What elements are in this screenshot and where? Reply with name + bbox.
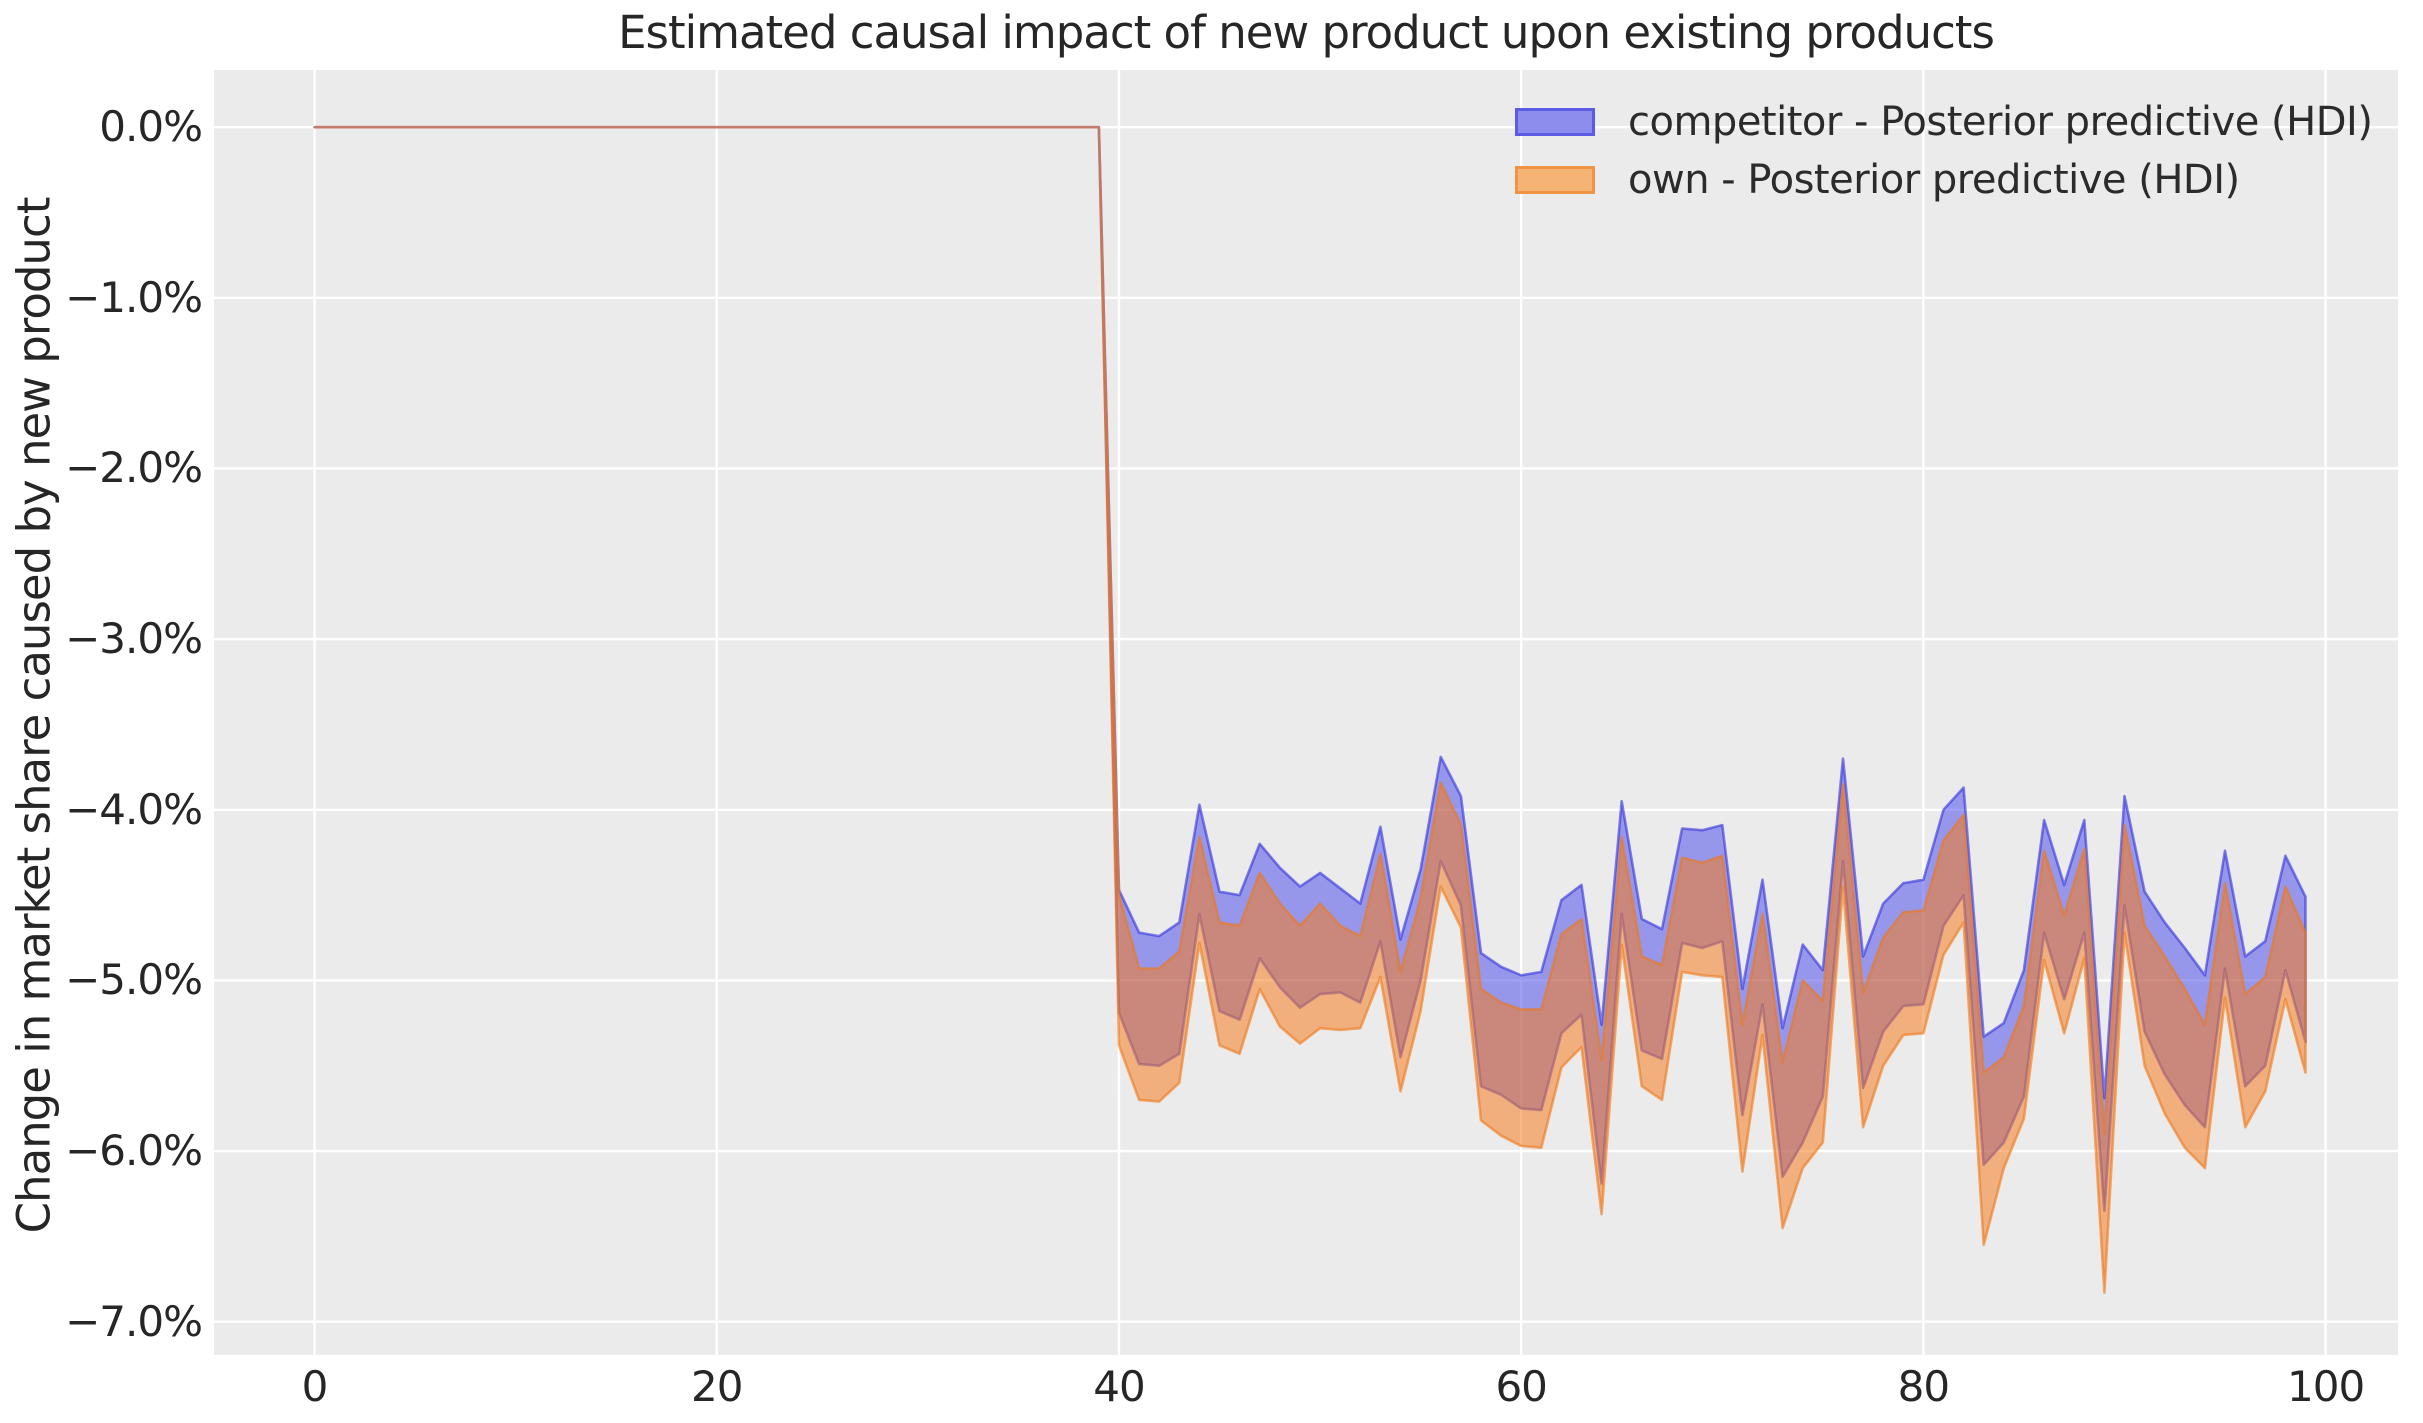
- own-hdi-band: [313, 125, 2307, 1294]
- y-axis-label: Change in market share caused by new pro…: [7, 197, 61, 1234]
- y-tick-−7.0%: −7.0%: [65, 1296, 203, 1346]
- x-tick-20: 20: [691, 1362, 743, 1411]
- gridlines: [214, 70, 2398, 1355]
- competitor-swatch-icon: [1515, 108, 1595, 136]
- x-tick-0: 0: [301, 1362, 329, 1411]
- plot-background: [214, 70, 2398, 1355]
- y-tick-−1.0%: −1.0%: [65, 272, 203, 322]
- y-tick-−2.0%: −2.0%: [65, 443, 203, 493]
- legend-item-own: own - Posterior predictive (HDI): [1515, 158, 2240, 202]
- legend-label-competitor: competitor - Posterior predictive (HDI): [1628, 99, 2373, 145]
- hdi-bands: [313, 125, 2307, 1294]
- y-tick-−5.0%: −5.0%: [65, 955, 203, 1005]
- y-tick-−4.0%: −4.0%: [65, 784, 203, 834]
- y-tick-−3.0%: −3.0%: [65, 614, 203, 664]
- y-tick-−6.0%: −6.0%: [65, 1126, 203, 1176]
- legend-item-competitor: competitor - Posterior predictive (HDI): [1515, 99, 2373, 145]
- y-tick-0.0%: 0.0%: [99, 102, 203, 152]
- x-tick-80: 80: [1897, 1362, 1950, 1411]
- x-tick-40: 40: [1093, 1362, 1145, 1411]
- x-tick-100: 100: [2287, 1362, 2365, 1411]
- x-tick-60: 60: [1495, 1362, 1547, 1411]
- own-swatch-icon: [1515, 166, 1595, 194]
- chart-title: Estimated causal impact of new product u…: [618, 6, 1995, 59]
- legend-label-own: own - Posterior predictive (HDI): [1628, 157, 2240, 203]
